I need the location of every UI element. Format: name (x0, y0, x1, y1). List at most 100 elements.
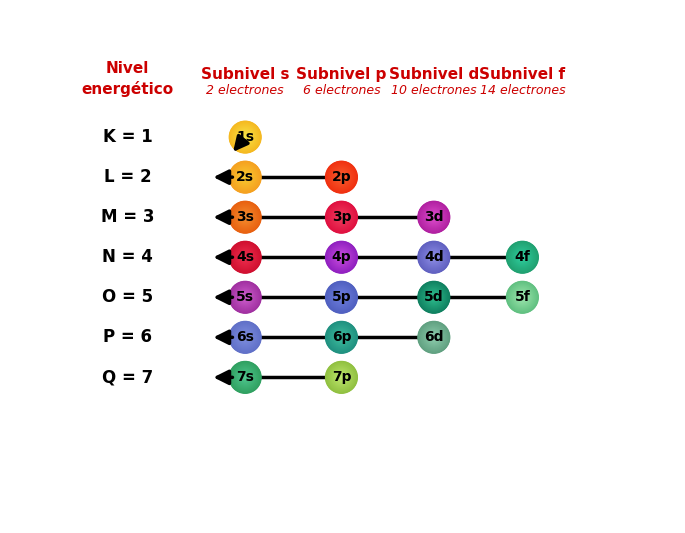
Circle shape (230, 282, 260, 312)
Circle shape (242, 215, 248, 220)
Circle shape (244, 336, 247, 338)
Circle shape (427, 330, 440, 344)
Circle shape (334, 210, 349, 224)
Circle shape (514, 288, 532, 306)
Circle shape (340, 377, 342, 378)
Circle shape (423, 327, 444, 348)
Text: 7p: 7p (332, 370, 351, 384)
Circle shape (420, 243, 448, 271)
Circle shape (336, 212, 347, 223)
Circle shape (327, 364, 356, 391)
Circle shape (242, 374, 249, 381)
Circle shape (425, 249, 442, 265)
Circle shape (431, 295, 436, 300)
Circle shape (327, 283, 356, 311)
Circle shape (244, 216, 247, 219)
Circle shape (330, 286, 352, 308)
Circle shape (239, 171, 251, 183)
Circle shape (418, 241, 450, 273)
Circle shape (329, 205, 353, 229)
Circle shape (339, 255, 344, 260)
Circle shape (338, 293, 345, 301)
Circle shape (429, 252, 439, 262)
Circle shape (508, 243, 536, 271)
Circle shape (432, 215, 436, 219)
Circle shape (236, 168, 254, 187)
Circle shape (520, 295, 525, 300)
Circle shape (234, 166, 256, 188)
Text: 3d: 3d (424, 210, 444, 224)
Circle shape (339, 335, 344, 340)
Circle shape (232, 123, 259, 151)
Circle shape (240, 172, 250, 182)
Circle shape (236, 207, 255, 227)
Circle shape (234, 126, 256, 148)
Circle shape (233, 125, 258, 149)
Circle shape (240, 132, 250, 142)
Circle shape (329, 245, 354, 270)
Circle shape (327, 163, 356, 191)
Circle shape (424, 207, 444, 227)
Circle shape (430, 293, 438, 301)
Circle shape (429, 252, 439, 263)
Circle shape (235, 127, 256, 147)
Circle shape (240, 252, 251, 263)
Circle shape (237, 249, 253, 265)
Circle shape (332, 287, 351, 307)
Circle shape (338, 294, 345, 301)
Circle shape (240, 213, 250, 222)
Circle shape (240, 132, 251, 143)
Circle shape (426, 209, 441, 225)
Circle shape (424, 287, 444, 307)
Circle shape (241, 293, 249, 301)
Circle shape (326, 322, 357, 353)
Circle shape (513, 248, 532, 267)
Circle shape (423, 207, 444, 228)
Circle shape (426, 249, 442, 265)
Circle shape (234, 206, 257, 229)
Circle shape (513, 288, 532, 306)
Circle shape (339, 335, 344, 340)
Circle shape (236, 368, 255, 387)
Circle shape (242, 214, 248, 220)
Circle shape (433, 216, 435, 218)
Circle shape (240, 292, 250, 302)
Circle shape (232, 204, 259, 231)
Circle shape (237, 169, 253, 185)
Circle shape (243, 375, 247, 379)
Circle shape (326, 161, 357, 193)
Circle shape (240, 212, 251, 223)
Circle shape (427, 290, 440, 304)
Circle shape (329, 165, 353, 189)
Circle shape (237, 329, 253, 345)
Circle shape (230, 203, 260, 232)
Circle shape (329, 365, 354, 390)
Circle shape (422, 205, 446, 229)
Circle shape (421, 245, 446, 270)
Circle shape (433, 216, 434, 218)
Circle shape (513, 288, 532, 307)
Circle shape (230, 322, 260, 352)
Circle shape (234, 206, 256, 228)
Circle shape (243, 375, 247, 379)
Circle shape (424, 327, 444, 347)
Circle shape (325, 160, 358, 193)
Circle shape (425, 329, 442, 345)
Circle shape (232, 365, 258, 390)
Circle shape (339, 215, 344, 220)
Circle shape (419, 322, 449, 352)
Circle shape (337, 333, 346, 342)
Circle shape (327, 203, 356, 231)
Circle shape (327, 203, 356, 231)
Circle shape (332, 367, 351, 387)
Circle shape (421, 285, 447, 310)
Circle shape (238, 251, 252, 264)
Circle shape (232, 164, 258, 190)
Circle shape (329, 325, 353, 350)
Circle shape (244, 256, 246, 258)
Circle shape (334, 250, 349, 264)
Circle shape (233, 245, 258, 270)
Circle shape (339, 175, 344, 180)
Circle shape (229, 281, 262, 314)
Circle shape (242, 133, 249, 141)
